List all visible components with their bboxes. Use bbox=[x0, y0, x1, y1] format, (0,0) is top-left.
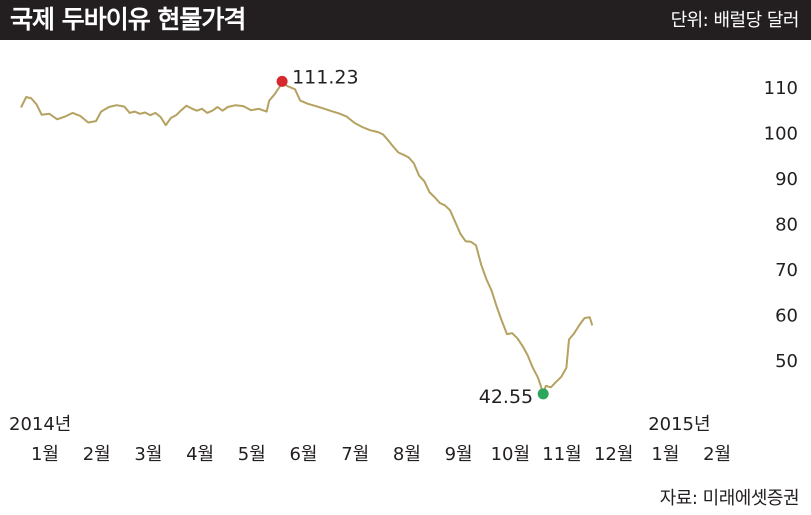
x-tick-label: 7월 bbox=[341, 444, 369, 465]
unit-label: 단위: 배럴당 달러 bbox=[670, 10, 800, 31]
y-tick-label: 90 bbox=[775, 169, 798, 190]
low-point-marker bbox=[537, 388, 549, 400]
x-tick-label: 8월 bbox=[393, 444, 421, 465]
line-chart: 111.23 42.55 50 60 70 80 90 100 110 1월 2월 3월 4월 5월 6… bbox=[9, 66, 798, 465]
high-point-marker bbox=[276, 75, 288, 87]
low-point-label: 42.55 bbox=[479, 386, 533, 408]
x-tick-label: 1월 bbox=[651, 444, 679, 465]
x-axis: 1월 2월 3월 4월 5월 6월 7월 8월 9월 10월 11월 12월 1월 2월 2014년 2015… bbox=[9, 414, 731, 465]
x-tick-label: 9월 bbox=[445, 444, 473, 465]
chart-header: 국제 두바이유 현물가격 단위: 배럴당 달러 bbox=[0, 0, 811, 40]
x-tick-label: 6월 bbox=[289, 444, 317, 465]
y-tick-label: 70 bbox=[775, 260, 798, 281]
y-tick-label: 110 bbox=[764, 78, 798, 99]
y-axis: 50 60 70 80 90 100 110 bbox=[764, 78, 798, 372]
y-tick-label: 60 bbox=[775, 306, 798, 327]
x-tick-label: 10월 bbox=[491, 444, 530, 465]
x-tick-label: 12월 bbox=[594, 444, 633, 465]
high-point-label: 111.23 bbox=[292, 66, 358, 88]
year-label: 2014년 bbox=[9, 414, 71, 435]
x-tick-label: 1월 bbox=[31, 444, 59, 465]
x-tick-label: 4월 bbox=[186, 444, 214, 465]
y-tick-label: 50 bbox=[775, 351, 798, 372]
y-tick-label: 100 bbox=[764, 124, 798, 145]
year-label: 2015년 bbox=[648, 414, 710, 435]
x-tick-label: 2월 bbox=[83, 444, 111, 465]
x-tick-label: 2월 bbox=[703, 444, 731, 465]
y-tick-label: 80 bbox=[775, 215, 798, 236]
x-tick-label: 11월 bbox=[542, 444, 581, 465]
price-line-series-0 bbox=[20, 80, 594, 395]
marker-layer: 111.23 42.55 bbox=[276, 66, 549, 408]
x-tick-label: 5월 bbox=[238, 444, 266, 465]
x-tick-label: 3월 bbox=[134, 444, 162, 465]
source-note: 자료: 미래에셋증권 bbox=[659, 488, 800, 509]
chart-title: 국제 두바이유 현물가격 bbox=[10, 5, 246, 34]
series-layer bbox=[20, 80, 594, 395]
